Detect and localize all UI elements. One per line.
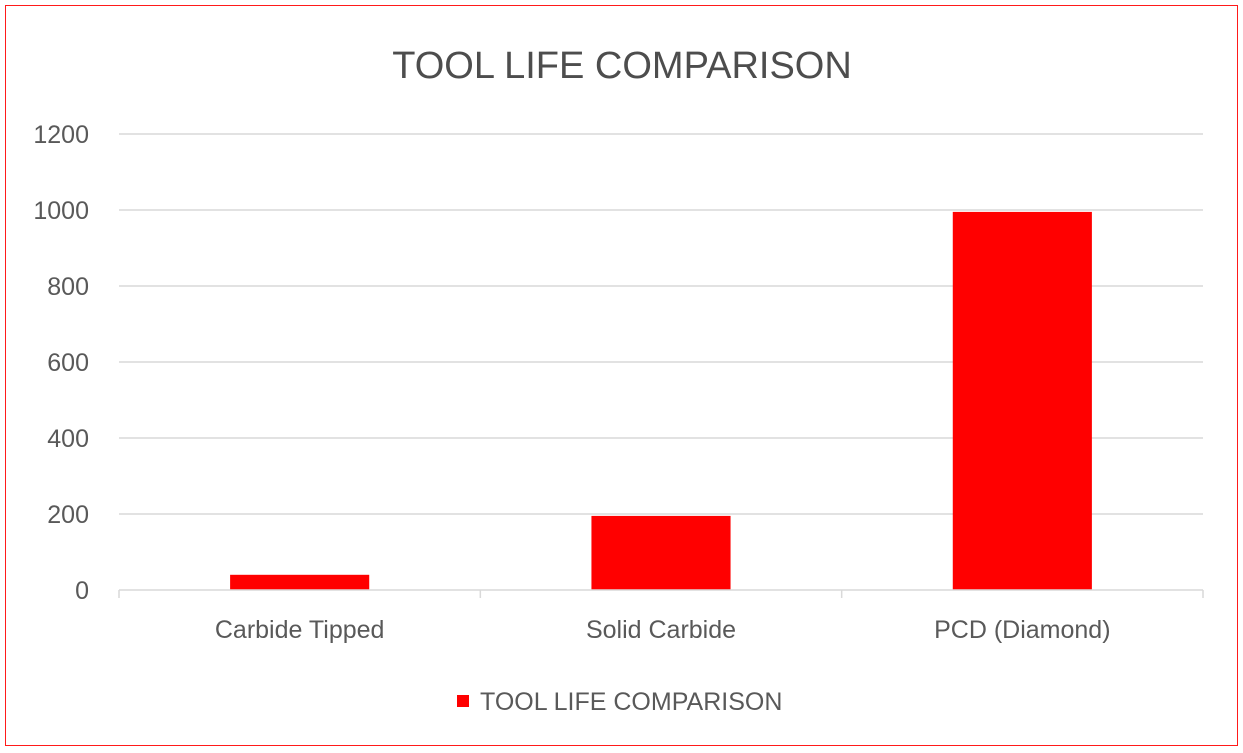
y-tick-label-400: 400 bbox=[47, 425, 89, 453]
legend-swatch bbox=[457, 695, 469, 707]
bar-pcd-diamond bbox=[952, 211, 1092, 590]
x-tick-label-2: Solid Carbide bbox=[586, 616, 736, 644]
x-axis bbox=[118, 589, 1204, 598]
chart-title: TOOL LIFE COMPARISON bbox=[392, 45, 852, 87]
bar-solid-carbide bbox=[591, 515, 731, 590]
x-axis-ticks: Carbide Tipped Solid Carbide PCD (Diamond) bbox=[215, 616, 1111, 644]
y-tick-label-200: 200 bbox=[47, 501, 89, 529]
y-tick-label-0: 0 bbox=[75, 577, 89, 605]
x-tick-label-1: Carbide Tipped bbox=[215, 616, 385, 644]
y-tick-label-1200: 1200 bbox=[33, 121, 89, 149]
y-tick-label-1000: 1000 bbox=[33, 197, 89, 225]
legend: TOOL LIFE COMPARISON bbox=[457, 688, 782, 716]
bar-carbide-tipped bbox=[230, 574, 370, 590]
legend-label: TOOL LIFE COMPARISON bbox=[480, 688, 782, 716]
bars bbox=[230, 211, 1092, 590]
x-tick-label-3: PCD (Diamond) bbox=[934, 616, 1110, 644]
y-tick-label-600: 600 bbox=[47, 349, 89, 377]
y-tick-label-800: 800 bbox=[47, 273, 89, 301]
y-axis-ticks: 0 200 400 600 800 1000 1200 bbox=[33, 121, 89, 605]
